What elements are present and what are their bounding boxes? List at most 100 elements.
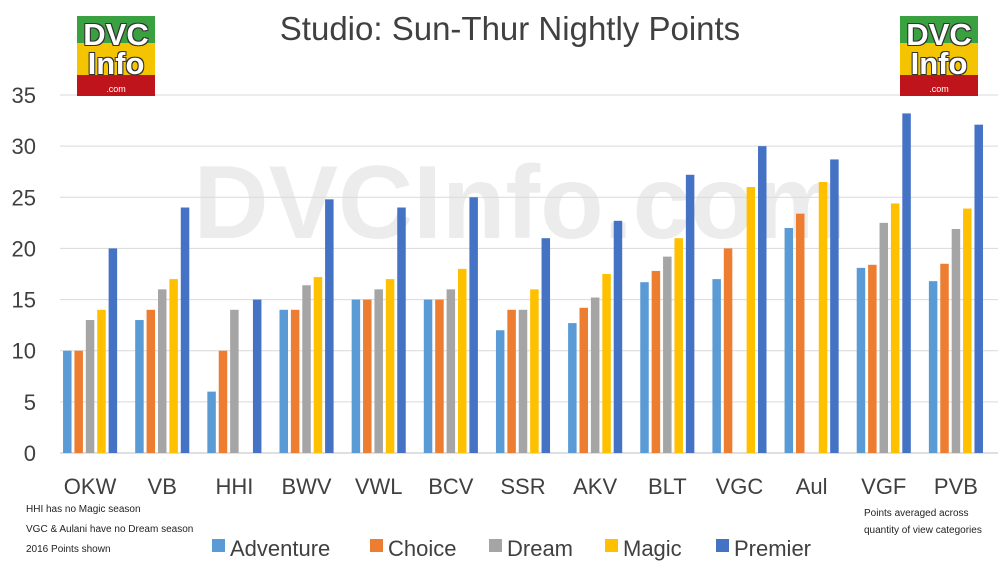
legend-swatch-dream (489, 539, 502, 552)
y-tick-label: 15 (12, 288, 36, 313)
logo-left: DVC Info .com (77, 16, 155, 96)
bar-adventure-vwl (351, 299, 361, 453)
bar-adventure-ssr (495, 330, 505, 453)
bar-dream-blt (663, 256, 672, 453)
bar-dream-bcv (446, 289, 456, 453)
bar-premier-pvb (974, 124, 983, 454)
bar-choice-vb (146, 309, 156, 453)
note-vgc-aulani: VGC & Aulani have no Dream season (26, 524, 194, 535)
bar-dream-bwv (302, 285, 311, 453)
bar-choice-bcv (435, 299, 444, 453)
bar-choice-bwv (290, 309, 300, 453)
bar-premier-vgc (758, 146, 767, 453)
bar-premier-bwv (325, 199, 334, 453)
bar-dream-vwl (374, 289, 383, 453)
bar-premier-vb (180, 207, 190, 453)
logo-text-line3: .com (929, 84, 949, 94)
y-tick-label: 25 (12, 185, 36, 210)
x-tick-label: BCV (428, 474, 474, 499)
bar-magic-okw (97, 309, 106, 453)
bar-adventure-blt (640, 282, 649, 453)
bars (63, 113, 983, 454)
legend-label-adventure: Adventure (230, 536, 330, 561)
bar-premier-blt (685, 174, 695, 454)
bar-dream-okw (85, 320, 95, 453)
legend-label-magic: Magic (623, 536, 682, 561)
bar-magic-ssr (530, 289, 539, 453)
logo-text-line1: DVC (83, 17, 149, 52)
legend-label-choice: Choice (388, 536, 456, 561)
x-tick-label: BLT (648, 474, 687, 499)
note-averaged-line1: Points averaged across (864, 508, 969, 519)
bar-magic-aul (818, 181, 828, 453)
logo-text-line3: .com (106, 84, 126, 94)
legend-label-premier: Premier (734, 536, 811, 561)
y-tick-label: 20 (12, 236, 36, 261)
bar-adventure-vgc (712, 279, 721, 453)
y-axis-ticks: 0 5 10 15 20 25 30 35 (12, 83, 36, 466)
bar-choice-vgc (723, 248, 733, 453)
y-tick-label: 0 (24, 441, 36, 466)
bar-choice-vgf (868, 264, 877, 453)
bar-premier-ssr (541, 238, 551, 453)
bar-premier-aul (830, 159, 839, 453)
bar-adventure-vgf (856, 267, 866, 453)
note-hhi: HHI has no Magic season (26, 504, 141, 515)
notes-right: Points averaged across quantity of view … (864, 507, 994, 538)
watermark: DVCInfo.com (194, 145, 847, 261)
gridlines (60, 94, 998, 454)
bar-dream-akv (590, 297, 600, 453)
bar-adventure-bcv (423, 299, 433, 453)
notes-left: HHI has no Magic season VGC & Aulani hav… (26, 503, 193, 557)
bar-magic-blt (674, 238, 683, 453)
legend-swatch-adventure (212, 539, 225, 552)
bar-dream-vgf (879, 222, 889, 453)
bar-choice-aul (795, 213, 805, 453)
legend-label-dream: Dream (507, 536, 573, 561)
bar-choice-ssr (507, 309, 516, 453)
x-tick-label: HHI (215, 474, 253, 499)
bar-premier-bcv (469, 197, 478, 453)
y-tick-label: 5 (24, 390, 36, 415)
bar-choice-vwl (363, 299, 372, 453)
chart-title: Studio: Sun-Thur Nightly Points (280, 10, 740, 47)
legend-swatch-magic (605, 539, 618, 552)
bar-choice-blt (651, 270, 661, 453)
bar-magic-vgf (890, 203, 900, 453)
x-tick-label: VGF (861, 474, 906, 499)
x-tick-label: VB (148, 474, 177, 499)
x-tick-label: VWL (355, 474, 403, 499)
bar-premier-okw (108, 248, 118, 453)
bar-dream-hhi (230, 309, 239, 453)
x-tick-label: Aul (796, 474, 828, 499)
x-tick-label: PVB (934, 474, 978, 499)
bar-adventure-pvb (928, 281, 938, 453)
x-tick-label: VGC (716, 474, 764, 499)
legend-swatch-choice (370, 539, 383, 552)
bar-adventure-aul (784, 227, 794, 453)
bar-choice-pvb (940, 263, 949, 453)
bar-adventure-akv (568, 323, 577, 453)
x-tick-label: OKW (64, 474, 117, 499)
bar-dream-pvb (951, 228, 961, 453)
bar-magic-bcv (457, 268, 467, 453)
bar-adventure-hhi (207, 391, 216, 453)
x-tick-label: BWV (281, 474, 331, 499)
x-tick-label: SSR (500, 474, 545, 499)
x-tick-label: AKV (573, 474, 617, 499)
y-tick-label: 35 (12, 83, 36, 108)
x-axis-ticks: OKW VB HHI BWV VWL BCV SSR AKV BLT VGC Aul VGF PVB (64, 474, 978, 499)
legend-swatch-premier (716, 539, 729, 552)
bar-adventure-okw (63, 350, 72, 453)
bar-magic-akv (602, 274, 611, 453)
bar-adventure-bwv (279, 309, 288, 453)
note-points-year: 2016 Points shown (26, 544, 111, 555)
bar-premier-akv (613, 220, 623, 453)
logo-text-line1: DVC (906, 17, 972, 52)
bar-dream-vb (157, 289, 167, 453)
bar-magic-pvb (963, 208, 972, 453)
bar-choice-akv (579, 307, 589, 453)
y-tick-label: 10 (12, 339, 36, 364)
bar-magic-vgc (746, 187, 756, 454)
bar-magic-vb (169, 279, 178, 453)
